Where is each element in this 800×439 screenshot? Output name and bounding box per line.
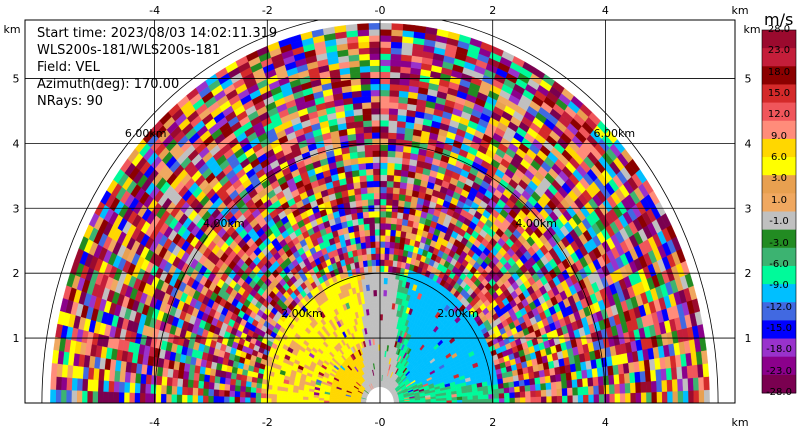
range-ring-label: 6.00km: [593, 127, 635, 140]
range-ring-label: 2.00km: [281, 307, 323, 320]
colorbar-tick-label: -9.0: [763, 280, 795, 291]
colorbar-tick-label: -6.0: [763, 259, 795, 270]
axis-unit-label: km: [3, 23, 20, 36]
nrays-label: NRays: 90: [37, 94, 103, 110]
x-tick-label-bottom: -2: [262, 416, 273, 429]
range-ring-label: 4.00km: [515, 217, 557, 230]
y-tick-label-left: 1: [13, 332, 20, 345]
x-tick-label-top: -0: [375, 4, 386, 17]
range-ring-label: 2.00km: [437, 307, 479, 320]
x-tick-label-top: -4: [149, 4, 160, 17]
colorbar-tick-label: 15.0: [763, 88, 795, 99]
x-tick-label-bottom: 4: [602, 416, 609, 429]
y-tick-label-right: 3: [745, 202, 752, 215]
y-tick-label-right: 2: [745, 267, 752, 280]
y-tick-label-left: 5: [13, 72, 20, 85]
y-tick-label-right: 5: [745, 72, 752, 85]
x-tick-label-top: -2: [262, 4, 273, 17]
y-tick-label-left: 2: [13, 267, 20, 280]
start-time-label: Start time: 2023/08/03 14:02:11.319: [37, 26, 277, 42]
axis-unit-label: km: [731, 416, 748, 429]
x-tick-label-bottom: -4: [149, 416, 160, 429]
colorbar-tick-label: -18.0: [763, 344, 795, 355]
colorbar-tick-label: -12.0: [763, 302, 795, 313]
colorbar-tick-label: -3.0: [763, 238, 795, 249]
colorbar-tick-label: -1.0: [763, 216, 795, 227]
axis-unit-label: km: [743, 23, 760, 36]
x-tick-label-top: 2: [489, 4, 496, 17]
colorbar-tick-label: 9.0: [763, 131, 795, 142]
y-tick-label-left: 4: [13, 137, 20, 150]
colorbar-tick-label: 6.0: [763, 152, 795, 163]
colorbar-tick-label: 28.0: [763, 24, 795, 35]
x-tick-label-bottom: -0: [375, 416, 386, 429]
colorbar-tick-label: -23.0: [763, 366, 795, 377]
colorbar-tick-label: 18.0: [763, 67, 795, 78]
azimuth-label: Azimuth(deg): 170.00: [37, 77, 179, 93]
colorbar-tick-label: 23.0: [763, 45, 795, 56]
axis-unit-label: km: [731, 4, 748, 17]
colorbar-tick-label: 3.0: [763, 173, 795, 184]
colorbar-tick-label: -15.0: [763, 323, 795, 334]
range-ring-label: 6.00km: [125, 127, 167, 140]
x-tick-label-top: 4: [602, 4, 609, 17]
x-tick-label-bottom: 2: [489, 416, 496, 429]
colorbar-tick-label: 1.0: [763, 195, 795, 206]
instrument-label: WLS200s-181/WLS200s-181: [37, 43, 220, 59]
y-tick-label-right: 4: [745, 137, 752, 150]
colorbar-tick-label: -28.0: [763, 387, 795, 398]
range-ring-label: 4.00km: [203, 217, 245, 230]
y-tick-label-right: 1: [745, 332, 752, 345]
y-tick-label-left: 3: [13, 202, 20, 215]
field-label: Field: VEL: [37, 60, 100, 76]
colorbar-tick-label: 12.0: [763, 109, 795, 120]
